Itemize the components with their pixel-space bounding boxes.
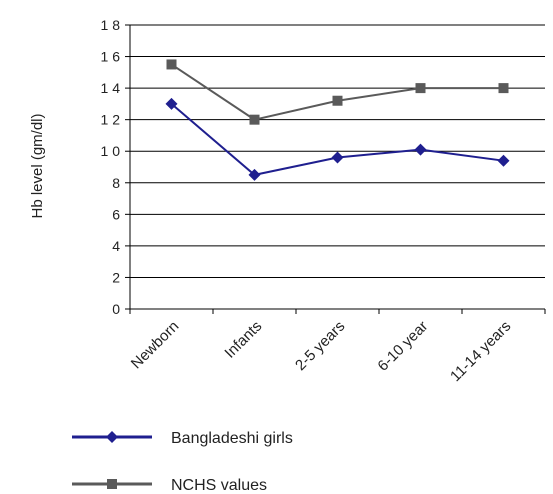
data-point [166, 59, 177, 70]
y-tick-label: 1 0 [101, 143, 121, 159]
data-point [415, 83, 426, 94]
series-line [170, 103, 504, 176]
y-tick-label: 1 4 [101, 80, 121, 96]
series-nchs-values [166, 59, 509, 125]
legend-label: Bangladeshi girls [171, 430, 293, 447]
legend-item: Bangladeshi girls [72, 430, 293, 447]
data-point [165, 97, 178, 110]
gridlines [125, 24, 545, 310]
data-point [248, 168, 261, 181]
legend: Bangladeshi girls NCHS values [72, 430, 293, 494]
data-point [414, 143, 427, 156]
data-point [107, 479, 117, 489]
series-bangladeshi-girls [165, 97, 510, 181]
y-tick-label: 6 [112, 206, 120, 222]
data-point [497, 154, 510, 167]
data-point [106, 431, 118, 443]
x-tick-label: 2-5 years [292, 318, 348, 374]
y-tick-label: 2 [112, 269, 120, 285]
y-tick-label: 0 [112, 301, 120, 317]
series-line [170, 63, 504, 121]
x-tick-label: 11-14 years [447, 318, 514, 385]
y-tick-label: 1 6 [101, 49, 121, 65]
x-tick-label: 6-10 year [374, 318, 431, 375]
y-tick-labels: 0 2 4 6 8 1 0 1 2 1 4 1 6 1 8 [101, 17, 121, 317]
data-point [331, 151, 344, 164]
axes [129, 25, 546, 314]
x-tick-labels: Newborn Infants 2-5 years 6-10 year 11-14 ye… [128, 318, 514, 385]
series-lines [165, 59, 510, 181]
legend-item: NCHS values [72, 477, 267, 494]
y-tick-label: 1 2 [101, 112, 121, 128]
y-tick-label: 1 8 [101, 17, 121, 33]
y-axis-title: Hb level (gm/dl) [29, 113, 46, 218]
y-tick-label: 4 [112, 238, 120, 254]
x-tick-label: Infants [221, 318, 265, 362]
data-point [498, 83, 509, 94]
y-tick-label: 8 [112, 175, 120, 191]
data-point [332, 95, 343, 106]
x-tick-label: Newborn [128, 318, 182, 372]
data-point [249, 114, 260, 125]
legend-label: NCHS values [171, 477, 267, 494]
